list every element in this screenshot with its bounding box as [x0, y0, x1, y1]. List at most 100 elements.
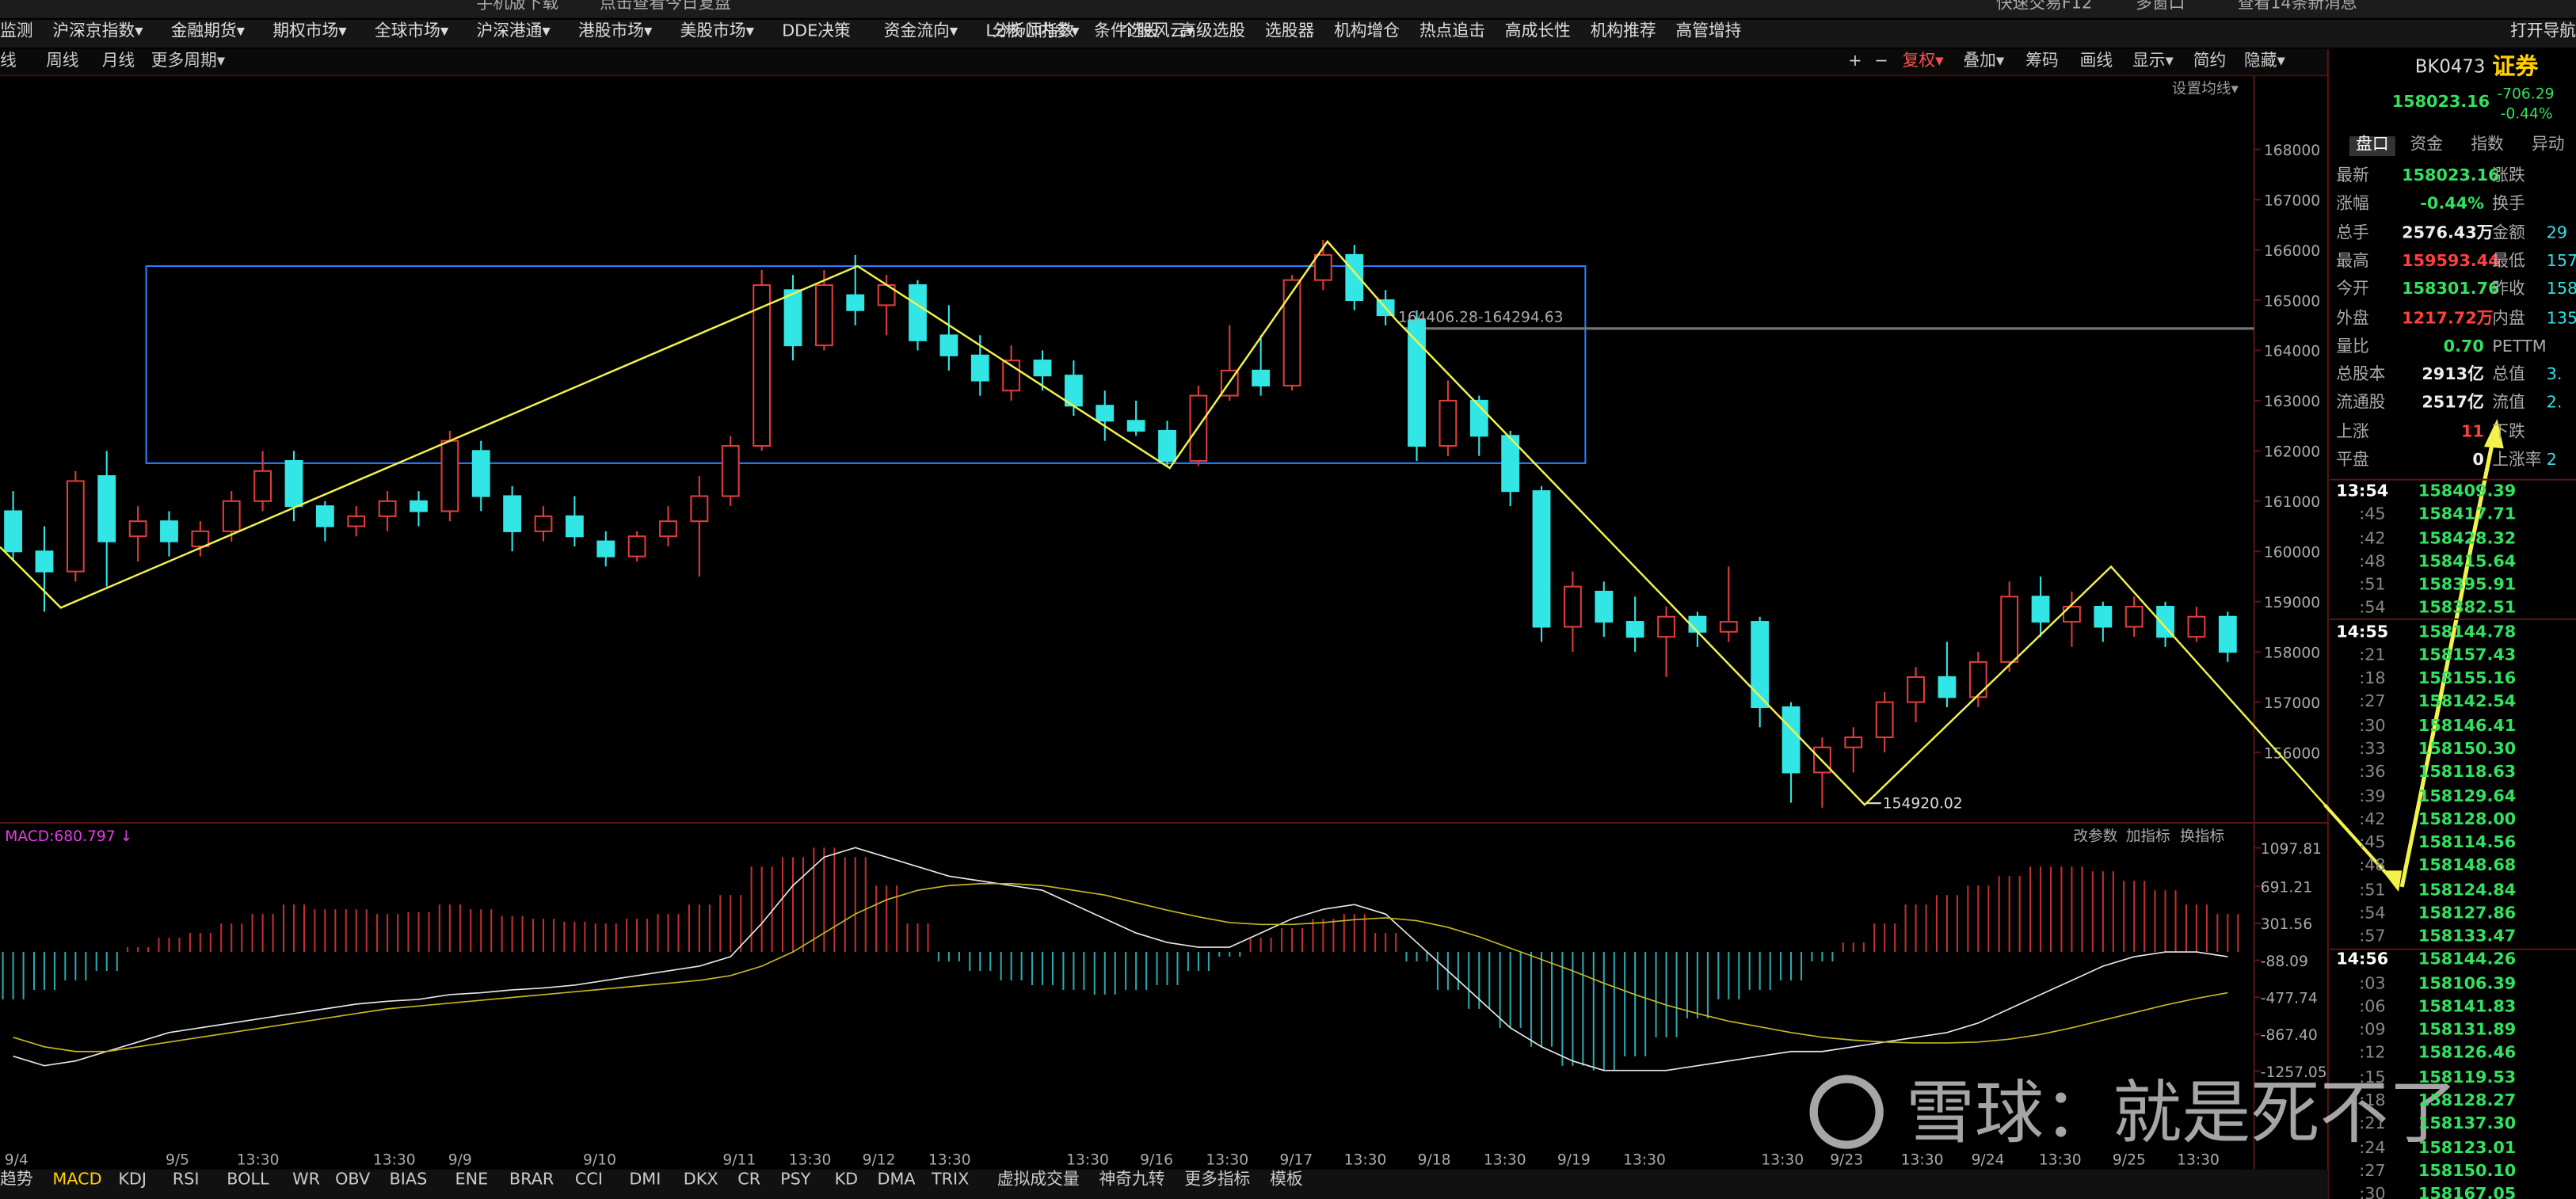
side-tab[interactable]: 资金	[2410, 136, 2444, 154]
indicator-tab[interactable]: KD	[834, 1170, 859, 1189]
indicator-button[interactable]: 加指标	[2126, 828, 2170, 845]
indicator-button[interactable]: 换指标	[2180, 828, 2224, 845]
indicator-tab[interactable]: 模板	[1270, 1170, 1303, 1189]
quote-field: 3.	[2546, 366, 2563, 385]
watermark-logo	[1809, 1075, 1884, 1149]
candle-body	[1968, 660, 1987, 698]
tool-button[interactable]: +	[1848, 52, 1862, 71]
candle-body	[1938, 676, 1957, 698]
quote-field: 外盘	[2336, 309, 2369, 328]
indicator-tab[interactable]: BOLL	[227, 1170, 269, 1189]
top-item[interactable]: 点击查看今日复盘	[600, 0, 731, 13]
tool-button[interactable]: 复权▾	[1902, 52, 1944, 71]
indicator-tab[interactable]: BIAS	[389, 1170, 428, 1189]
indicator-tab[interactable]: DMI	[629, 1170, 661, 1189]
indicator-tab[interactable]: OBV	[335, 1170, 371, 1189]
tick-time: :36	[2359, 763, 2386, 782]
quote-field: 换手	[2492, 196, 2525, 215]
menu-item[interactable]: 监测	[0, 23, 33, 41]
y-tick-label: 1097.81	[2261, 841, 2322, 858]
candle-body	[1252, 369, 1271, 386]
menu-item[interactable]: DDE决策	[782, 23, 851, 41]
menu-item[interactable]: 分析师指数	[992, 23, 1075, 41]
menu-item[interactable]: 打开导航	[2510, 23, 2576, 41]
candle-body	[627, 535, 646, 558]
period-tab[interactable]: 更多周期▾	[151, 52, 226, 71]
tick-price: 158123.01	[2418, 1139, 2517, 1158]
tick-price: 158131.89	[2418, 1022, 2517, 1041]
indicator-tab[interactable]: RSI	[172, 1170, 200, 1189]
side-tab[interactable]: 盘口	[2349, 136, 2395, 157]
indicator-tab[interactable]: 神奇九转	[1099, 1170, 1165, 1189]
menu-item[interactable]: 沪深京指数▾	[52, 23, 143, 41]
indicator-tab[interactable]: MACD	[52, 1170, 102, 1189]
candle-body	[970, 354, 989, 382]
menu-item[interactable]: L2核心内参▾	[985, 23, 1080, 41]
menu-item[interactable]: 期权市场▾	[272, 23, 347, 41]
top-item[interactable]: 多窗口	[2136, 0, 2185, 13]
period-tab[interactable]: 线	[0, 52, 17, 71]
period-tab[interactable]: 月线	[101, 52, 135, 71]
x-tick-label: 9/16	[1140, 1151, 1173, 1168]
tool-button[interactable]: 画线	[2079, 52, 2113, 71]
menu-item[interactable]: 热点追击	[1419, 23, 1485, 41]
tool-button[interactable]: 简约	[2193, 52, 2227, 71]
candle-body	[1282, 279, 1301, 386]
x-tick-label: 9/24	[1972, 1151, 2005, 1168]
indicator-tab[interactable]: DMA	[877, 1170, 916, 1189]
period-tab[interactable]: 周线	[46, 52, 79, 71]
quote-field: 157	[2546, 253, 2576, 271]
tool-button[interactable]: 隐藏▾	[2244, 52, 2285, 71]
indicator-button[interactable]: 改参数	[2073, 828, 2117, 845]
menu-item[interactable]: 资金流向▾	[883, 23, 958, 41]
indicator-tab[interactable]: KDJ	[118, 1170, 147, 1189]
side-tab[interactable]: 异动	[2532, 136, 2565, 154]
side-tab[interactable]: 指数	[2471, 136, 2504, 154]
indicator-tab[interactable]: 更多指标	[1184, 1170, 1251, 1189]
quote-field: 昨收	[2492, 281, 2525, 299]
x-tick-label: 13:30	[1623, 1151, 1666, 1168]
indicator-tab[interactable]: 趋势	[0, 1170, 33, 1189]
menu-item[interactable]: 机构增仓	[1334, 23, 1400, 41]
ma-setting[interactable]: 设置均线▾	[2171, 82, 2239, 99]
menu-item[interactable]: 选股器	[1264, 23, 1315, 41]
menu-item[interactable]: 高管增持	[1675, 23, 1742, 41]
tick-time: :24	[2359, 1139, 2386, 1158]
indicator-tab[interactable]: TRIX	[931, 1170, 970, 1189]
candle-body	[1875, 701, 1894, 739]
menu-item[interactable]: 金融期货▾	[170, 23, 246, 41]
menu-item[interactable]: 机构推荐	[1590, 23, 1656, 41]
indicator-tab[interactable]: WR	[292, 1170, 321, 1189]
menu-item[interactable]: 个股风云▾	[1120, 23, 1195, 41]
top-item[interactable]: 查看14条新消息	[2237, 0, 2357, 13]
menu-item[interactable]: 沪深港通▾	[476, 23, 551, 41]
tool-button[interactable]: 显示▾	[2132, 52, 2174, 71]
arrow-head	[2483, 418, 2504, 449]
menu-item[interactable]: 高级选股	[1179, 23, 1246, 41]
tool-button[interactable]: −	[1874, 52, 1888, 71]
y-tick-label: 158000	[2264, 645, 2320, 661]
menu-item[interactable]: 全球市场▾	[374, 23, 449, 41]
top-item[interactable]: 手机版下载	[476, 0, 559, 13]
tick-price: 158155.16	[2418, 670, 2517, 689]
menu-item[interactable]: 条件选股	[1094, 23, 1160, 41]
indicator-tab[interactable]: 虚拟成交量	[996, 1170, 1080, 1189]
indicator-tab[interactable]: ENE	[455, 1170, 489, 1189]
tool-bar	[0, 49, 2328, 76]
menu-item[interactable]: 美股市场▾	[680, 23, 755, 41]
tool-button[interactable]: 叠加▾	[1963, 52, 2005, 71]
quote-field: 内盘	[2492, 309, 2525, 328]
tool-button[interactable]: 筹码	[2025, 52, 2059, 71]
indicator-tab[interactable]: CR	[737, 1170, 761, 1189]
x-tick-label: 9/17	[1279, 1151, 1313, 1168]
menu-item[interactable]: 港股市场▾	[578, 23, 653, 41]
y-tick-label: 167000	[2264, 192, 2320, 209]
top-item[interactable]: 快速交易F12	[1995, 0, 2093, 13]
indicator-tab[interactable]: PSY	[780, 1170, 811, 1189]
indicator-tab[interactable]: BRAR	[509, 1170, 554, 1189]
indicator-tab[interactable]: CCI	[574, 1170, 603, 1189]
x-tick-label: 9/12	[863, 1151, 896, 1168]
arrow-head	[2382, 870, 2403, 893]
menu-item[interactable]: 高成长性	[1504, 23, 1571, 41]
indicator-tab[interactable]: DKX	[683, 1170, 718, 1189]
